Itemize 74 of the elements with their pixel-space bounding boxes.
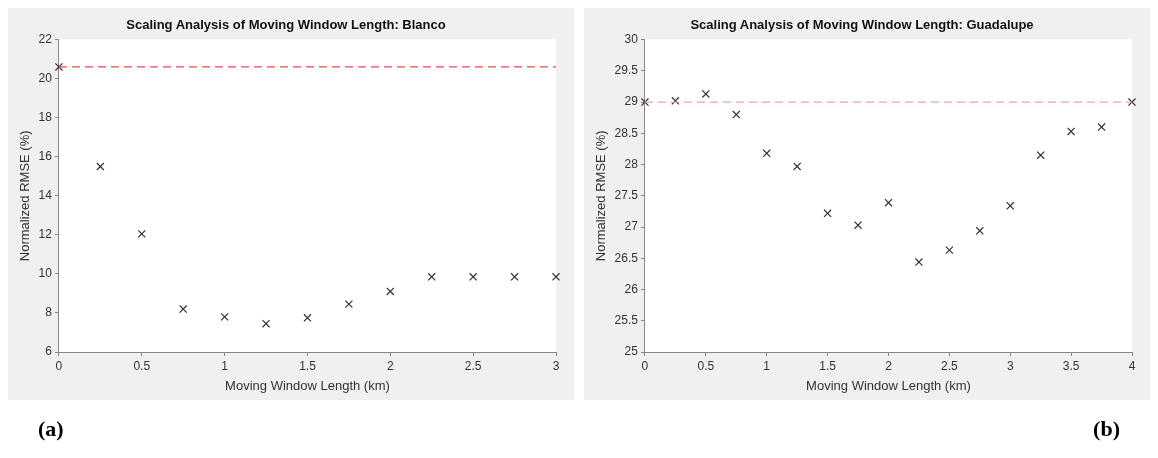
y-tick-label: 16	[38, 149, 53, 164]
x-tick-label: 4	[1128, 358, 1136, 373]
point	[1006, 201, 1015, 210]
y-tick-label: 27.5	[614, 188, 639, 203]
point	[914, 257, 924, 267]
y-tick-label: 14	[38, 188, 53, 203]
x-axis-title: Moving Window Length (km)	[225, 377, 390, 393]
text: (b)	[1092, 416, 1121, 442]
point	[1036, 151, 1045, 160]
point	[427, 272, 436, 281]
x-tick-label: 2	[885, 358, 893, 373]
y-tick-label: 25	[624, 344, 639, 359]
point	[671, 96, 680, 105]
point	[701, 89, 710, 99]
x-tick-label: 2	[386, 358, 394, 373]
y-tick-label: 26	[624, 281, 639, 296]
point	[510, 272, 519, 281]
y-tick-label: 22	[38, 31, 53, 46]
y-tick-label: 29.5	[614, 63, 639, 78]
point	[220, 312, 229, 321]
x-tick-label: 3	[552, 358, 560, 373]
point	[823, 209, 832, 218]
point	[1097, 122, 1106, 132]
point	[303, 313, 312, 322]
point	[469, 272, 478, 281]
y-tick-label: 29	[624, 94, 639, 109]
point	[975, 226, 984, 235]
point	[551, 272, 561, 281]
chart-title: Scaling Analysis of Moving Window Length: Guadalupe	[690, 17, 1034, 33]
x-tick-label: 1	[221, 358, 229, 373]
point	[853, 221, 863, 230]
point	[386, 287, 395, 296]
y-tick-label: 12	[38, 227, 53, 242]
point	[640, 97, 650, 107]
point	[54, 62, 64, 72]
y-tick-label: 10	[38, 266, 53, 281]
x-axis-title: Moving Window Length (km)	[806, 377, 971, 393]
x-tick-label: 0.5	[133, 358, 151, 373]
x-tick-label: 1	[763, 358, 771, 373]
point	[96, 162, 105, 171]
point	[732, 110, 741, 119]
x-tick-label: 1.5	[299, 358, 317, 373]
x-tick-label: 0	[641, 358, 649, 373]
point	[1066, 127, 1076, 136]
y-tick-label: 8	[45, 305, 53, 320]
y-axis-title: Normalized RMSE (%)	[17, 130, 33, 262]
x-tick-label: 0	[55, 358, 63, 373]
y-axis-title: Normalized RMSE (%)	[593, 130, 609, 262]
y-tick-label: 28.5	[614, 125, 639, 140]
chart-title: Scaling Analysis of Moving Window Length: Blanco	[126, 17, 446, 33]
point	[137, 229, 146, 239]
y-tick-label: 26.5	[614, 250, 639, 265]
point	[261, 319, 271, 328]
point	[793, 162, 802, 171]
y-tick-label: 27	[624, 219, 639, 234]
x-tick-label: 3	[1006, 358, 1014, 373]
y-tick-label: 18	[38, 110, 53, 125]
point	[945, 246, 954, 255]
x-tick-label: 2.5	[464, 358, 482, 373]
y-tick-label: 20	[38, 70, 53, 85]
x-tick-label: 3.5	[1062, 358, 1080, 373]
x-tick-label: 1.5	[819, 358, 837, 373]
point	[884, 198, 893, 207]
point	[344, 300, 354, 309]
text: (a)	[37, 416, 65, 442]
point	[179, 304, 188, 314]
point	[762, 149, 771, 158]
y-tick-label: 28	[624, 156, 639, 171]
y-tick-label: 6	[45, 344, 53, 359]
y-tick-label: 25.5	[614, 313, 639, 328]
point	[1127, 97, 1137, 107]
y-tick-label: 30	[624, 31, 639, 46]
x-tick-label: 2.5	[941, 358, 959, 373]
x-tick-label: 0.5	[697, 358, 715, 373]
